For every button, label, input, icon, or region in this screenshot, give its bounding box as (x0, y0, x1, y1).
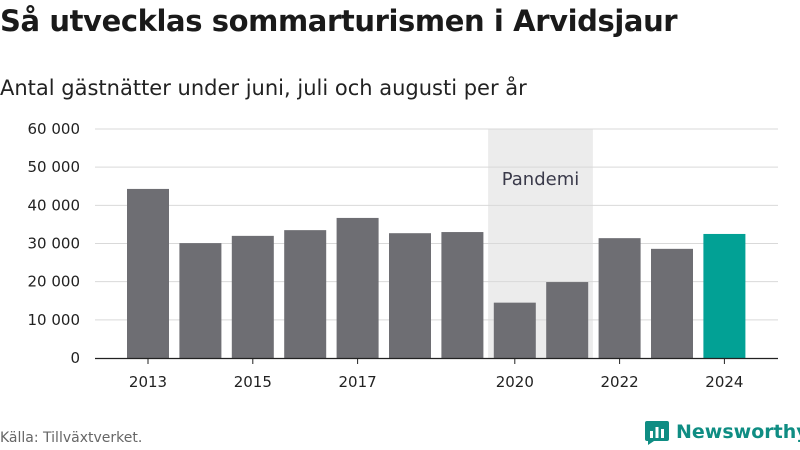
x-tick-label: 2015 (234, 373, 272, 391)
x-tick-label: 2022 (601, 373, 639, 391)
y-tick-label: 0 (70, 349, 80, 367)
bar (441, 232, 484, 358)
bar (127, 188, 169, 358)
bar (284, 230, 327, 358)
bar (651, 248, 693, 358)
pandemic-label: Pandemi (502, 169, 580, 190)
y-tick-label: 60 000 (28, 120, 81, 138)
bar (598, 238, 641, 358)
x-tick-label: 2017 (339, 373, 377, 391)
chart-title: Så utvecklas sommarturismen i Arvidsjaur (0, 4, 678, 38)
brand-logo: Newsworthy (644, 419, 800, 445)
y-tick-label: 30 000 (28, 235, 81, 253)
y-tick-label: 10 000 (28, 311, 81, 329)
bar (231, 235, 274, 358)
source-note: Källa: Tillväxtverket. (0, 430, 143, 446)
bar (336, 217, 379, 358)
bar-chart: Pandemi 0 10 000 20 000 30 000 40 000 50 000 6… (28, 120, 778, 391)
bar (546, 282, 589, 358)
brand-name: Newsworthy (676, 421, 800, 443)
x-tick-label: 2013 (129, 373, 167, 391)
bar (389, 233, 431, 358)
x-tick-label: 2020 (496, 373, 534, 391)
bar (179, 243, 222, 358)
y-tick-label: 40 000 (28, 196, 81, 214)
bar-highlighted (703, 233, 746, 358)
chart-subtitle: Antal gästnätter under juni, juli och au… (0, 76, 527, 100)
newsworthy-logo-icon (645, 421, 669, 445)
x-tick-label: 2024 (705, 373, 743, 391)
bar (493, 302, 536, 358)
y-tick-label: 20 000 (28, 273, 81, 291)
y-tick-label: 50 000 (28, 158, 81, 176)
